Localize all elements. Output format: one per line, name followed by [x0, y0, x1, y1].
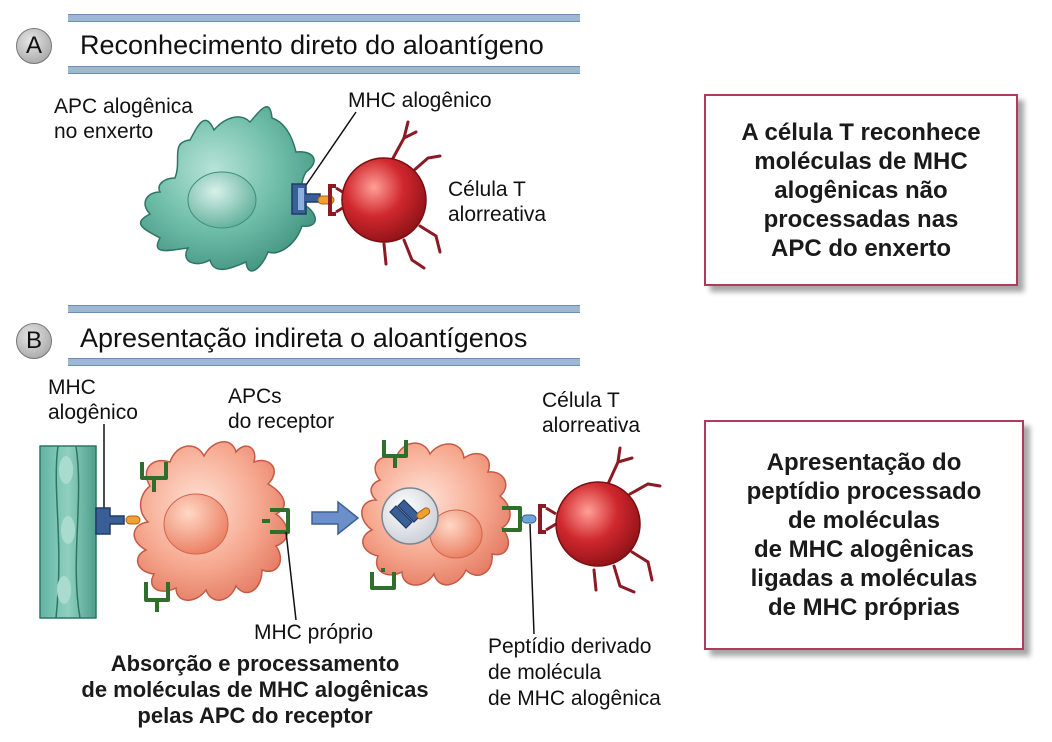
panel-b-title: Apresentação indireta o aloantígenos	[80, 323, 528, 353]
label-mhc-allo-a: MHC alogênico	[348, 89, 492, 112]
box-b-line1: Apresentação do	[766, 449, 962, 476]
panel-b-badge: B	[16, 323, 52, 359]
pointer-mhc-proprio	[285, 531, 297, 621]
label-tcell-a-line1: Célula T	[448, 178, 526, 201]
panel-b-top-band	[68, 305, 580, 313]
mhc-self-1-icon	[140, 462, 168, 492]
box-b-line4: de MHC alogênicas	[753, 536, 975, 563]
label-apcs-line1: APCs	[228, 385, 282, 408]
recipient-apc-1-nucleus	[163, 493, 229, 555]
box-b-line2: peptídio processado	[746, 478, 982, 505]
mhc-self-presenting-icon	[502, 506, 522, 532]
mhc-self-2-icon	[144, 582, 170, 612]
tcr-b-icon	[538, 504, 557, 534]
caption-line3: pelas APC do receptor	[137, 703, 373, 728]
box-a-line4: processadas nas	[763, 205, 959, 233]
label-mhc-allo-b-line1: MHC	[48, 376, 96, 399]
label-tcell-b-line1: Célula T	[542, 389, 620, 412]
label-apcs-line2: do receptor	[228, 410, 335, 433]
panel-a-bottom-band	[68, 66, 580, 74]
tcell-a	[341, 157, 427, 243]
label-peptide-line1: Peptídio derivado	[488, 635, 652, 658]
box-b-line6: de MHC próprias	[767, 594, 961, 621]
box-a-line5: APC do enxerto	[770, 234, 952, 262]
box-a-line2: moléculas de MHC	[754, 147, 968, 175]
label-peptide-line3: de MHC alogênica	[488, 687, 661, 710]
pointer-peptide	[529, 523, 535, 635]
label-peptide-line2: de molécula	[488, 661, 602, 684]
tcell-a-projections	[382, 120, 442, 270]
graft-tissue	[39, 445, 97, 619]
pointer-mhc-a	[303, 111, 357, 189]
tcell-b-projections	[592, 446, 662, 594]
panel-b-bottom-band	[68, 358, 580, 366]
graft-apc-nucleus	[187, 171, 257, 229]
peptide-b-icon	[521, 514, 537, 524]
process-arrow	[311, 500, 360, 536]
caption-line2: de moléculas de MHC alogênicas	[81, 677, 429, 702]
mhc-allo-a-icon	[291, 183, 321, 215]
mhc-allo-b-icon	[95, 507, 141, 535]
label-mhc-proprio: MHC próprio	[254, 621, 374, 644]
panel-a-title: Reconhecimento direto do aloantígeno	[80, 30, 544, 60]
panel-a-top-band	[68, 14, 580, 22]
panel-a-badge: A	[16, 28, 52, 64]
mhc-self-4-icon	[382, 440, 408, 468]
label-apc-graft-line2: no enxerto	[54, 120, 154, 143]
box-a-line1: A célula T reconhece	[741, 118, 981, 146]
label-tcell-b-line2: alorreativa	[542, 414, 641, 437]
label-tcell-a-line2: alorreativa	[448, 203, 547, 226]
caption-line1: Absorção e processamento	[110, 651, 400, 676]
panel-a-summary-box: A célula T reconhece moléculas de MHC al…	[704, 94, 1018, 286]
label-apc-graft-line1: APC alogênica	[54, 95, 193, 118]
box-a-line3: alogênicas não	[774, 176, 948, 204]
mhc-self-5-icon	[370, 568, 396, 590]
internalized-mhc-icon	[389, 499, 431, 529]
box-b-line5: ligadas a moléculas	[750, 565, 978, 592]
mhc-self-3-icon	[262, 508, 290, 534]
label-mhc-allo-b-line2: alogênico	[48, 401, 138, 424]
box-b-line3: de moléculas	[787, 507, 941, 534]
tcell-b	[555, 481, 641, 567]
panel-b-summary-box: Apresentação do peptídio processado de m…	[704, 420, 1024, 650]
